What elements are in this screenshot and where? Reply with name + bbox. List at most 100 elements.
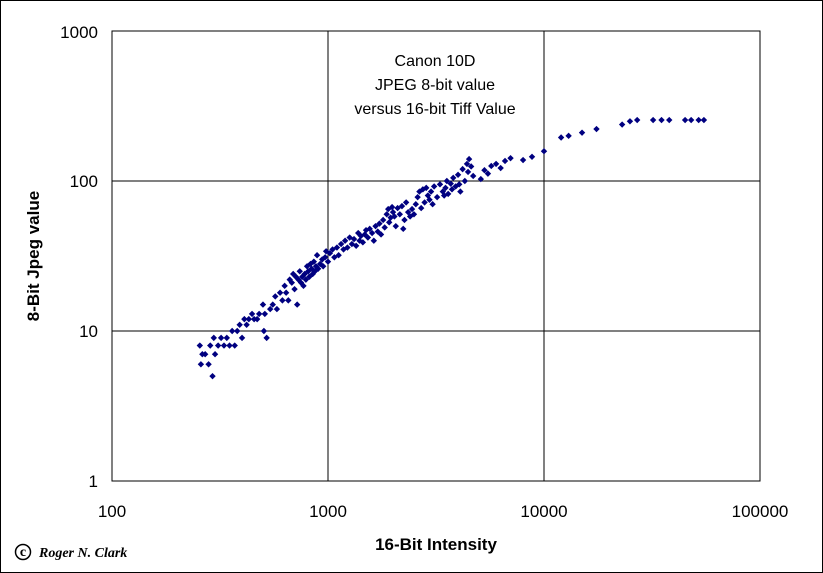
data-point — [388, 203, 396, 211]
data-point — [429, 201, 436, 208]
data-point — [234, 327, 241, 335]
data-point — [557, 134, 565, 141]
data-point — [392, 222, 399, 230]
x-axis-title: 16-Bit Intensity — [375, 535, 497, 554]
data-point — [658, 116, 665, 124]
data-point — [236, 321, 243, 328]
data-point — [228, 327, 236, 335]
data-point — [293, 301, 301, 308]
data-point — [454, 171, 462, 178]
data-point — [700, 116, 708, 124]
data-point — [346, 234, 353, 241]
plot-area — [111, 30, 761, 482]
data-point — [412, 201, 420, 208]
data-point — [238, 334, 246, 342]
data-point — [430, 183, 438, 190]
data-point — [379, 216, 387, 224]
data-point — [444, 190, 452, 198]
data-point — [279, 297, 286, 304]
data-point — [273, 305, 281, 313]
data-point — [263, 334, 270, 342]
data-point — [469, 172, 477, 180]
data-point — [421, 199, 428, 206]
data-point — [467, 163, 475, 170]
data-point — [288, 279, 296, 286]
data-point — [626, 118, 634, 125]
gridlines — [112, 31, 760, 481]
data-point — [452, 183, 459, 190]
data-point — [383, 211, 390, 218]
data-point — [440, 192, 448, 199]
data-point — [464, 168, 472, 176]
data-point — [519, 156, 527, 164]
x-tick-label: 10000 — [520, 502, 567, 521]
data-point — [459, 165, 466, 173]
data-point — [310, 258, 318, 265]
data-point — [223, 334, 230, 342]
data-point — [633, 116, 641, 124]
data-point — [391, 213, 398, 220]
data-point — [593, 125, 600, 133]
data-point — [259, 301, 267, 308]
data-point — [319, 263, 327, 270]
data-point — [417, 204, 425, 212]
data-point — [243, 321, 250, 328]
chart-title-line: Canon 10D — [395, 53, 476, 70]
data-point — [269, 301, 276, 308]
data-point — [398, 202, 406, 210]
data-point — [385, 219, 393, 226]
copyright-icon — [14, 543, 32, 561]
data-point — [443, 177, 451, 185]
data-point — [681, 116, 689, 124]
chart-title-line: versus 16-bit Tiff Value — [354, 101, 515, 118]
data-point — [201, 351, 209, 358]
data-point — [401, 216, 408, 224]
data-point — [260, 327, 268, 335]
data-point — [618, 121, 626, 128]
data-point — [666, 116, 673, 124]
data-point — [408, 205, 416, 213]
data-point — [377, 231, 385, 238]
data-point — [484, 170, 492, 177]
data-point — [463, 160, 471, 168]
data-point — [344, 244, 351, 251]
data-point — [442, 184, 449, 192]
data-point — [396, 211, 404, 218]
copyright-symbol: c — [20, 545, 26, 560]
data-point — [214, 342, 222, 349]
data-point — [501, 157, 509, 165]
data-point — [248, 310, 256, 318]
data-point — [400, 225, 407, 233]
data-point — [231, 342, 238, 349]
x-tick-label: 1000 — [309, 502, 347, 521]
data-point — [414, 193, 421, 201]
data-point — [540, 148, 548, 155]
data-point — [488, 162, 495, 170]
data-point — [423, 184, 430, 192]
chart-title-line: JPEG 8-bit value — [375, 77, 495, 94]
data-point — [465, 155, 473, 163]
data-point — [366, 225, 373, 233]
data-point — [207, 342, 214, 349]
data-point — [456, 181, 463, 188]
data-point — [281, 282, 288, 290]
data-point — [333, 244, 341, 251]
data-point — [209, 372, 216, 380]
data-point — [376, 220, 383, 227]
data-point — [296, 268, 303, 275]
data-point — [424, 192, 432, 199]
data-point — [337, 240, 345, 248]
data-point — [433, 193, 441, 201]
data-point — [687, 116, 695, 124]
data-point — [368, 229, 376, 237]
data-point — [372, 222, 379, 230]
data-point — [381, 224, 388, 231]
data-point — [402, 199, 410, 206]
data-point — [364, 234, 372, 241]
data-point — [387, 214, 394, 221]
data-point — [261, 310, 269, 318]
data-point — [197, 361, 205, 368]
x-tick-label: 100000 — [732, 502, 789, 521]
data-point — [457, 188, 464, 195]
x-tick-label: 100 — [98, 502, 126, 521]
